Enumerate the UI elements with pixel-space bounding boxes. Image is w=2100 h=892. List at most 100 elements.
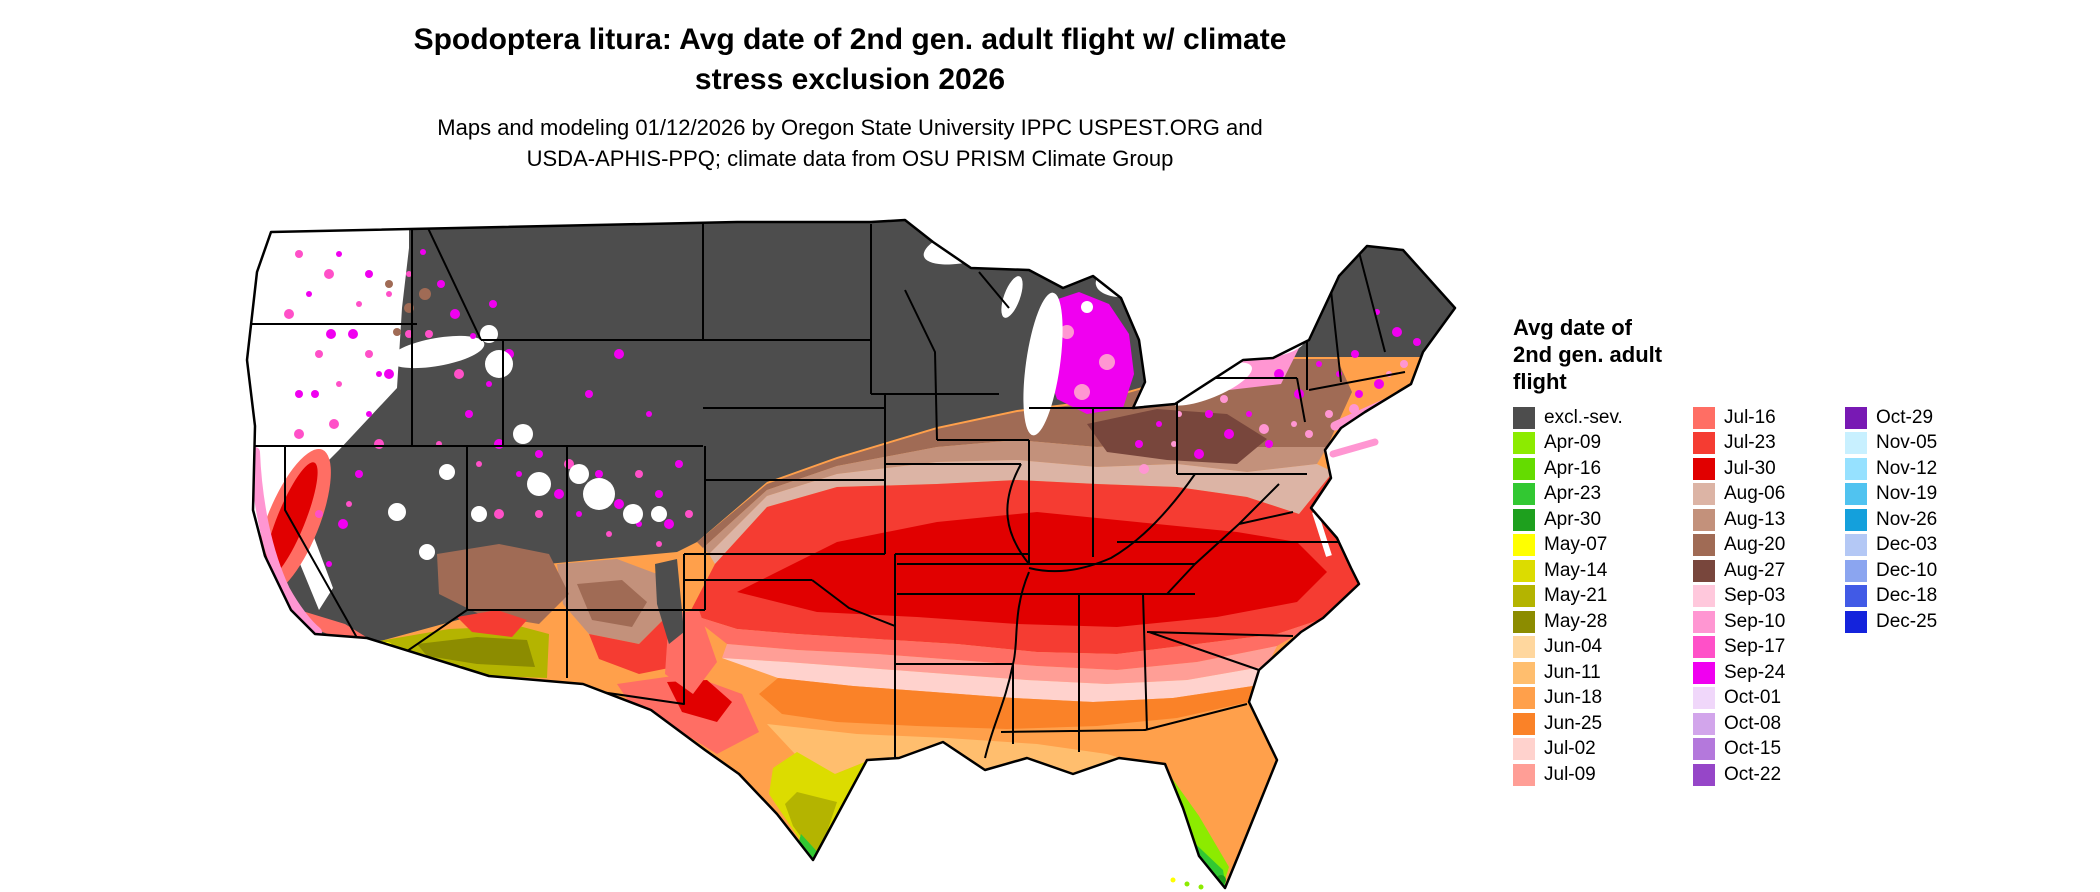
region-mitten-pink3 [1060, 325, 1074, 339]
speckle [1135, 440, 1143, 448]
speckle [527, 472, 551, 496]
speckle [1274, 369, 1284, 379]
speckle [295, 390, 303, 398]
legend-swatch [1693, 610, 1715, 633]
legend-swatch [1845, 559, 1867, 582]
legend-label: Dec-03 [1876, 534, 1938, 556]
speckle [338, 519, 348, 529]
legend-title-line2: 2nd gen. adult [1513, 342, 1663, 367]
speckle [346, 501, 352, 507]
legend-label: Oct-22 [1724, 763, 1782, 785]
legend-swatch [1513, 534, 1535, 557]
speckle [1171, 441, 1177, 447]
legend-entry: Aug-13 [1693, 507, 1821, 533]
speckle [646, 411, 652, 417]
legend-label: Apr-09 [1544, 432, 1602, 454]
speckle [329, 419, 339, 429]
legend-label: Sep-10 [1724, 610, 1786, 632]
legend-swatch [1693, 508, 1715, 531]
legend-label: Aug-27 [1724, 559, 1786, 581]
legend-swatch [1513, 559, 1535, 582]
speckle [406, 271, 412, 277]
speckle [675, 460, 683, 468]
legend-label: Jul-23 [1724, 432, 1776, 454]
legend-entry: Jun-25 [1513, 711, 1669, 737]
page-title-line1: Spodoptera litura: Avg date of 2nd gen. … [413, 23, 1287, 56]
map-fill-regions [247, 220, 1455, 888]
legend-entry: Oct-15 [1693, 737, 1821, 763]
legend-column: Jul-16 Jul-23 Jul-30 Aug-06 Aug-13 Aug-20 Aug-… [1693, 405, 1821, 788]
speckle [326, 329, 336, 339]
speckle [471, 506, 487, 522]
legend-label: excl.-sev. [1544, 406, 1623, 428]
speckle [476, 461, 482, 467]
legend-swatch [1693, 712, 1715, 735]
speckle [393, 328, 401, 336]
legend-entry: May-07 [1513, 533, 1669, 559]
region-aug13-band [703, 440, 1327, 554]
legend-swatch [1845, 457, 1867, 480]
legend-swatch [1693, 687, 1715, 710]
legend-swatch [1513, 483, 1535, 506]
speckle [374, 439, 384, 449]
region-nm-brown2 [577, 580, 647, 627]
speckle [585, 390, 593, 398]
legend-label: Apr-16 [1544, 457, 1602, 479]
legend-swatch [1693, 432, 1715, 455]
legend-label: May-14 [1544, 559, 1608, 581]
speckle [614, 349, 624, 359]
region-mitten-white [1081, 301, 1093, 313]
speckle [1246, 411, 1252, 417]
speckle [655, 490, 663, 498]
legend-swatch [1693, 559, 1715, 582]
legend-title: Avg date of 2nd gen. adult flight [1513, 314, 1961, 395]
speckle [284, 309, 294, 319]
speckle [1400, 360, 1408, 368]
legend-label: Jun-04 [1544, 636, 1603, 658]
legend-swatch [1693, 738, 1715, 761]
legend-entry: Dec-25 [1845, 609, 1937, 635]
legend-entry: Jun-11 [1513, 660, 1669, 686]
legend-label: Dec-25 [1876, 610, 1938, 632]
speckle [1220, 395, 1228, 403]
region-ca-coast-pink [250, 447, 322, 637]
legend-swatch [1845, 432, 1867, 455]
legend-swatch [1845, 483, 1867, 506]
legend-entry: Nov-26 [1845, 507, 1937, 533]
speckle [489, 300, 497, 308]
speckle [1139, 464, 1149, 474]
legend-swatch [1845, 534, 1867, 557]
legend-entry: Jul-16 [1693, 405, 1821, 431]
speckle [465, 410, 473, 418]
legend-entry: Jul-02 [1513, 737, 1669, 763]
map-state-borders [247, 222, 1406, 760]
speckle [494, 509, 504, 519]
legend-entry: Dec-03 [1845, 533, 1937, 559]
speckle [420, 249, 426, 255]
legend-swatch [1513, 661, 1535, 684]
speckle [595, 470, 603, 478]
legend-entry: Aug-20 [1693, 533, 1821, 559]
legend-swatch [1513, 406, 1535, 429]
region-snake-plain-white [389, 335, 485, 369]
speckle [1156, 421, 1162, 427]
speckle [419, 544, 435, 560]
legend-entry: excl.-sev. [1513, 405, 1669, 431]
legend-entry: Jun-18 [1513, 686, 1669, 712]
speckle [348, 329, 358, 339]
speckle [324, 269, 334, 279]
speckle [1325, 410, 1333, 418]
speckle [480, 325, 498, 343]
legend-entry: Jul-09 [1513, 762, 1669, 788]
long-island [1329, 438, 1379, 458]
speckle [336, 381, 342, 387]
legend-label: Jul-30 [1724, 457, 1776, 479]
speckle [366, 411, 372, 417]
legend-entry: Nov-05 [1845, 431, 1937, 457]
speckle [385, 280, 393, 288]
legend-entry: Aug-06 [1693, 482, 1821, 508]
region-michigan-mitten [1043, 292, 1134, 414]
region-jul02-band [722, 658, 1267, 702]
speckle [569, 464, 589, 484]
